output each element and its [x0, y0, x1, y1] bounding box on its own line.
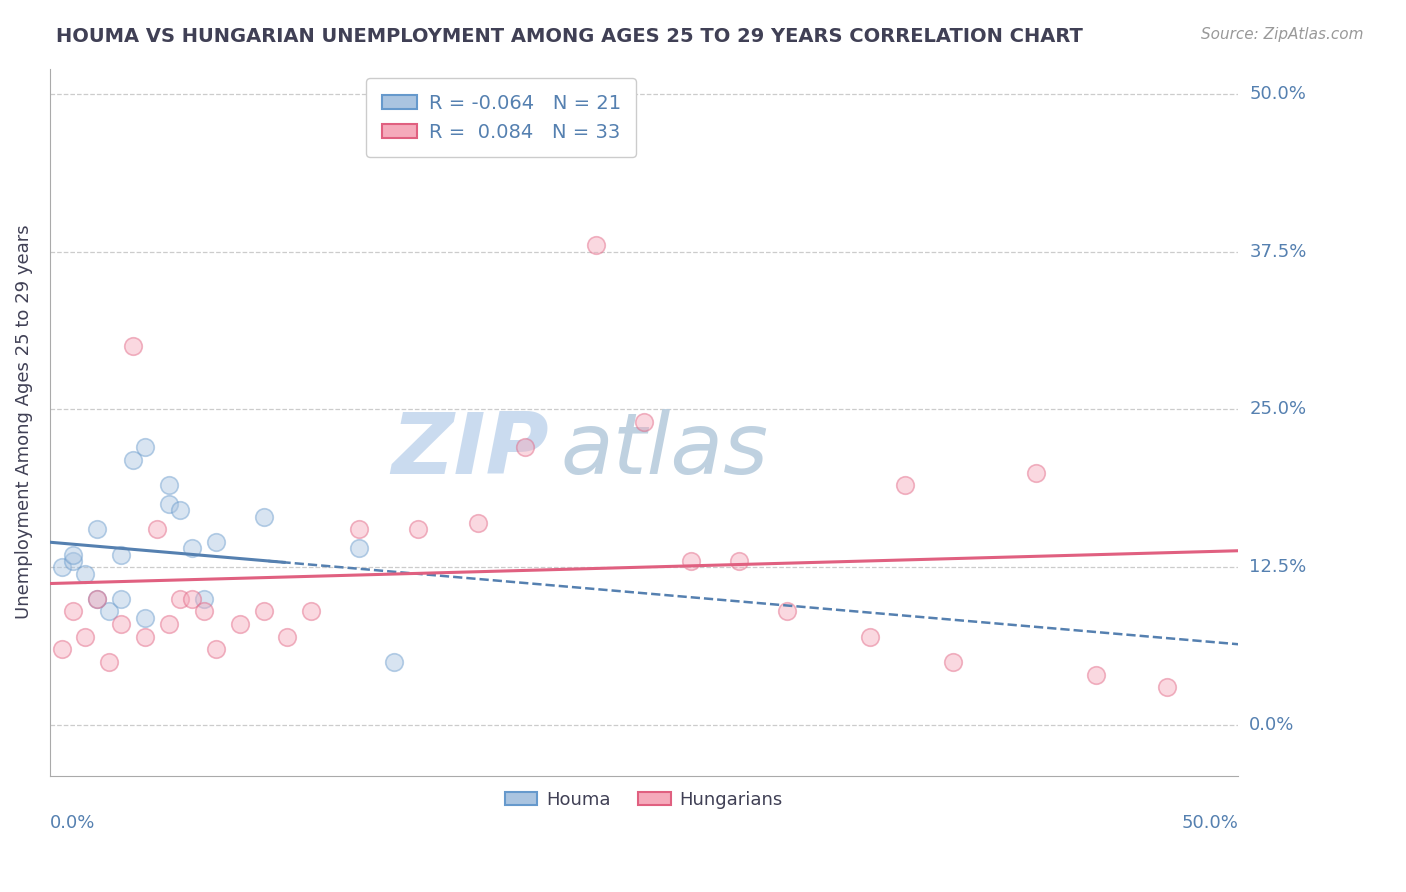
Point [169, 591, 191, 606]
Point [299, 604, 322, 618]
Text: Source: ZipAtlas.com: Source: ZipAtlas.com [1201, 27, 1364, 42]
Point [75, 566, 97, 581]
Point [181, 591, 204, 606]
Point [62, 554, 84, 568]
Point [110, 591, 132, 606]
Text: HOUMA VS HUNGARIAN UNEMPLOYMENT AMONG AGES 25 TO 29 YEARS CORRELATION CHART: HOUMA VS HUNGARIAN UNEMPLOYMENT AMONG AG… [56, 27, 1083, 45]
Text: 25.0%: 25.0% [1250, 401, 1306, 418]
Point [633, 415, 655, 429]
Text: atlas: atlas [561, 409, 769, 491]
Point [681, 554, 703, 568]
Point [134, 630, 156, 644]
Legend: Houma, Hungarians: Houma, Hungarians [498, 783, 790, 816]
Point [181, 541, 204, 556]
Point [193, 591, 215, 606]
Point [1156, 680, 1178, 694]
Text: 0.0%: 0.0% [1250, 716, 1295, 734]
Point [1084, 667, 1107, 681]
Point [193, 604, 215, 618]
Point [51, 642, 73, 657]
Point [585, 238, 607, 252]
Point [513, 440, 536, 454]
Point [942, 655, 965, 669]
Point [121, 339, 143, 353]
Point [110, 617, 132, 632]
Point [467, 516, 489, 530]
Point [252, 604, 274, 618]
Y-axis label: Unemployment Among Ages 25 to 29 years: Unemployment Among Ages 25 to 29 years [15, 225, 32, 619]
Point [382, 655, 405, 669]
Point [86, 522, 108, 536]
Point [62, 548, 84, 562]
Point [98, 604, 121, 618]
Point [347, 522, 370, 536]
Point [205, 642, 228, 657]
Point [86, 591, 108, 606]
Point [1025, 466, 1047, 480]
Text: 12.5%: 12.5% [1250, 558, 1306, 576]
Point [145, 522, 167, 536]
Text: 37.5%: 37.5% [1250, 243, 1306, 260]
Point [134, 610, 156, 624]
Point [121, 453, 143, 467]
Point [859, 630, 882, 644]
Point [86, 591, 108, 606]
Point [157, 478, 180, 492]
Point [252, 509, 274, 524]
Point [276, 630, 298, 644]
Point [157, 617, 180, 632]
Point [51, 560, 73, 574]
Point [728, 554, 751, 568]
Point [169, 503, 191, 517]
Point [62, 604, 84, 618]
Text: 0.0%: 0.0% [49, 814, 96, 832]
Point [894, 478, 917, 492]
Point [347, 541, 370, 556]
Text: 50.0%: 50.0% [1181, 814, 1239, 832]
Point [229, 617, 252, 632]
Point [406, 522, 429, 536]
Point [134, 440, 156, 454]
Point [98, 655, 121, 669]
Point [205, 535, 228, 549]
Text: 50.0%: 50.0% [1250, 85, 1306, 103]
Point [110, 548, 132, 562]
Text: ZIP: ZIP [391, 409, 548, 491]
Point [75, 630, 97, 644]
Point [157, 497, 180, 511]
Point [775, 604, 797, 618]
